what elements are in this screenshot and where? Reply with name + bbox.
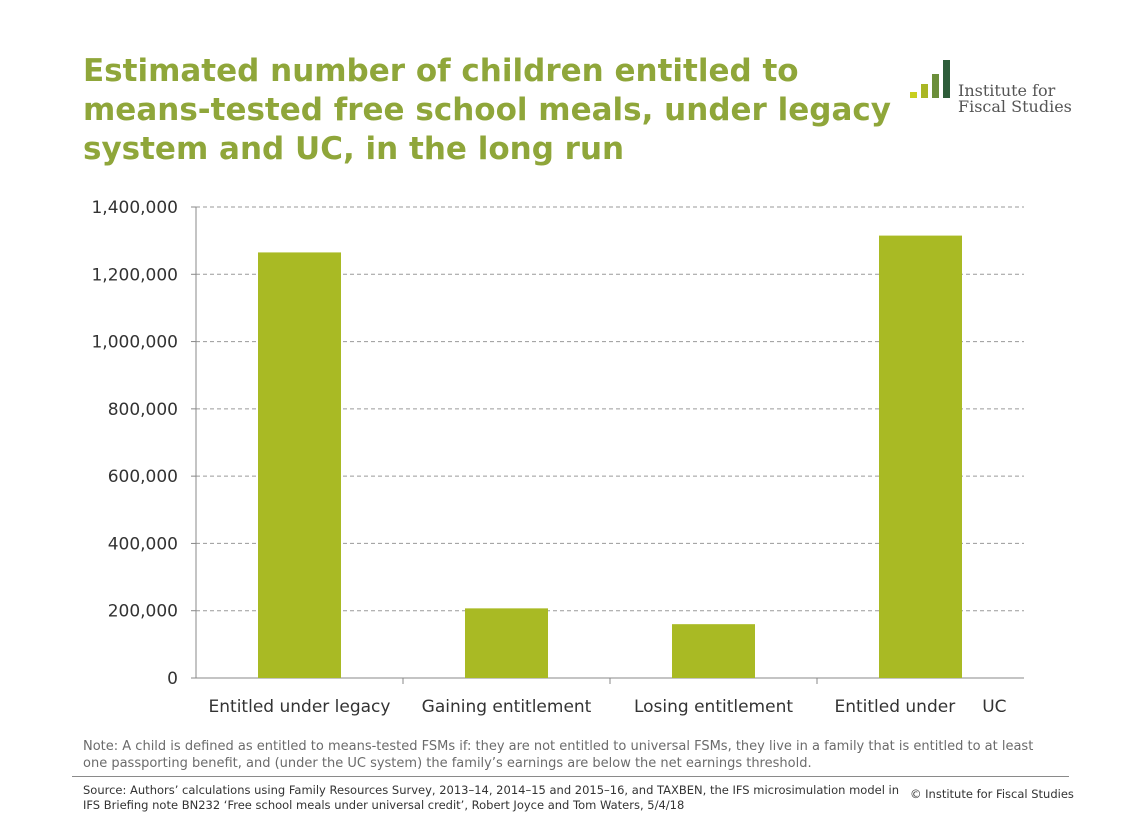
x-tick-label: Entitled under legacy — [209, 697, 391, 717]
logo-line-2: Fiscal Studies — [958, 97, 1072, 116]
x-tick-label: Losing entitlement — [634, 697, 793, 717]
x-tick-label: Entitled under UC — [834, 697, 1006, 717]
y-tick-label: 1,400,000 — [91, 198, 178, 218]
footer-divider — [72, 776, 1069, 777]
chart-title: Estimated number of children entitled to… — [83, 53, 891, 167]
ifs-logo: Institute for Fiscal Studies — [910, 58, 1090, 118]
logo-line-1: Institute for — [958, 81, 1056, 100]
logo-bar — [943, 60, 950, 98]
bar — [672, 624, 755, 678]
y-tick-label: 0 — [167, 669, 178, 689]
logo-bar — [910, 92, 917, 98]
bar — [879, 235, 962, 678]
logo-bar — [932, 74, 939, 98]
chart-note: Note: A child is defined as entitled to … — [83, 739, 1034, 771]
y-tick-label: 400,000 — [108, 534, 178, 554]
logo-bars-icon — [910, 58, 954, 98]
y-tick-label: 800,000 — [108, 400, 178, 420]
y-tick-label: 1,200,000 — [91, 265, 178, 285]
logo-text: Institute for Fiscal Studies — [958, 83, 1072, 115]
source-text: Source: Authors’ calculations using Fami… — [83, 783, 900, 812]
x-tick-label: Gaining entitlement — [422, 697, 592, 717]
logo-bar — [921, 84, 928, 98]
y-tick-label: 600,000 — [108, 467, 178, 487]
bar — [258, 252, 341, 679]
y-tick-label: 1,000,000 — [91, 333, 178, 353]
bar — [465, 608, 548, 678]
copyright-text: © Institute for Fiscal Studies — [910, 787, 1074, 801]
y-tick-label: 200,000 — [108, 602, 178, 622]
